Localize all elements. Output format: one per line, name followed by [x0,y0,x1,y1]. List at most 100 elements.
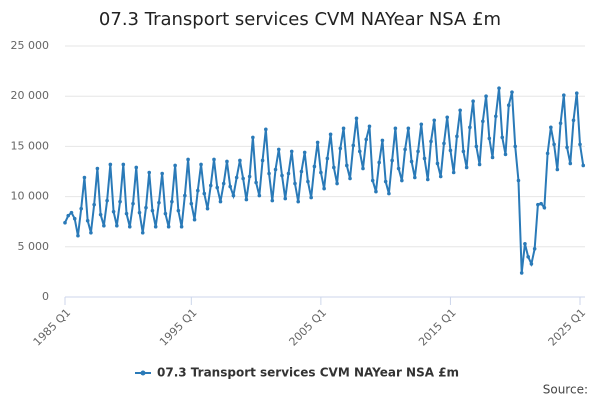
point [419,122,424,127]
point [335,181,339,186]
point [166,224,171,229]
point [254,180,258,185]
point [221,181,226,186]
point [208,183,213,188]
point [131,201,135,206]
point [286,171,291,176]
point [429,139,433,144]
point [199,162,203,167]
point [260,158,265,163]
y-tick-label: 25 000 [11,39,50,52]
point [121,162,126,167]
point [234,175,239,180]
point [545,151,550,156]
x-tick-label: 2015 Q1 [416,306,459,349]
point [95,166,100,171]
point [163,211,168,216]
point [302,150,307,155]
point [403,147,407,152]
point [390,158,394,163]
point [108,162,113,167]
point [539,201,543,206]
point [238,158,242,163]
point [506,103,511,108]
point [179,224,184,229]
point [474,144,479,149]
point [464,165,469,170]
point [497,86,501,90]
point [406,126,411,131]
point [309,195,313,200]
point [312,164,317,169]
point [283,196,288,201]
point [574,91,579,95]
point [218,199,223,204]
point [118,199,122,204]
point [357,149,362,154]
point [183,193,187,198]
point [558,121,563,126]
point [364,137,369,142]
point [458,108,462,113]
point [422,156,427,161]
point [205,206,210,211]
point [519,271,524,275]
point [481,119,485,124]
point [461,149,466,154]
point [270,198,275,203]
point [231,193,236,198]
point [202,191,207,196]
point [176,208,181,213]
x-tick-label: 2025 Q1 [546,306,589,349]
point [471,99,475,104]
point [396,166,401,171]
point [105,198,109,203]
point [72,216,77,221]
point [325,156,330,161]
y-tick-label: 5 000 [18,240,50,253]
point [536,202,540,207]
point [140,230,145,235]
point [578,142,582,147]
point [186,157,190,162]
point [581,163,586,168]
point [192,217,197,222]
point [299,169,304,174]
point [409,159,414,164]
point [79,206,83,211]
point [516,178,521,183]
point [490,155,495,160]
x-tick-label: 1995 Q1 [157,306,200,349]
point [76,233,80,238]
x-tick-label: 2005 Q1 [287,306,330,349]
source-label: Source: [543,383,588,397]
point [549,125,553,130]
point [344,163,349,168]
point [296,199,301,204]
chart-title: 07.3 Transport services CVM NAYear NSA £… [99,9,501,30]
point [510,90,514,94]
point [89,230,93,235]
point [92,202,96,207]
point [251,135,255,140]
y-tick-label: 15 000 [11,139,50,152]
point [315,140,320,145]
point [276,147,281,152]
point [319,170,323,175]
point [98,212,103,217]
point [526,255,530,259]
point [348,176,352,181]
point [289,149,294,154]
point [571,118,576,123]
point [552,142,556,147]
line [64,88,585,274]
point [477,162,482,167]
point [565,145,569,150]
point [267,171,271,176]
point [455,134,459,139]
point [432,118,437,123]
point [542,205,547,210]
point [416,149,420,154]
point [124,211,129,216]
point [354,116,359,121]
